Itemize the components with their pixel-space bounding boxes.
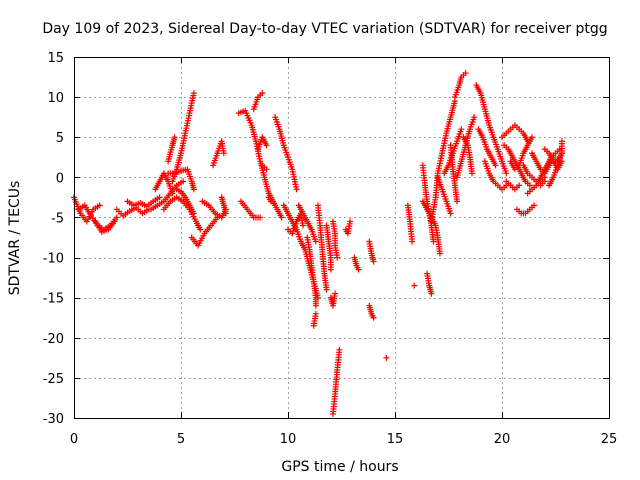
data-point xyxy=(531,202,538,209)
data-point xyxy=(370,314,377,321)
data-point xyxy=(447,210,454,217)
data-point xyxy=(383,354,390,361)
data-point xyxy=(312,310,319,317)
data-point xyxy=(263,142,270,149)
data-point xyxy=(180,178,187,185)
data-point xyxy=(220,150,227,157)
data-point xyxy=(503,170,510,177)
x-tick-label: 15 xyxy=(387,432,404,447)
data-point xyxy=(469,170,476,177)
x-tick-label: 0 xyxy=(70,432,78,447)
data-point xyxy=(171,134,178,141)
data-point xyxy=(528,134,535,141)
data-point xyxy=(267,198,274,205)
data-point xyxy=(526,182,533,189)
data-point xyxy=(96,202,103,209)
x-axis-title: GPS time / hours xyxy=(281,459,398,475)
y-tick-label: -5 xyxy=(51,211,64,226)
data-point xyxy=(113,214,120,221)
y-axis-title: SDTVAR / TECUs xyxy=(7,181,23,296)
y-tick-label: -10 xyxy=(43,252,64,267)
data-point xyxy=(299,222,306,229)
data-point xyxy=(190,90,197,97)
data-point xyxy=(454,198,461,205)
data-point xyxy=(222,210,229,217)
data-point xyxy=(169,190,176,197)
y-tick-label: 15 xyxy=(47,51,64,66)
axis-ticks: 0 5 10 15 20 25 -30 -25 -20 -15 -10 -5 0 5 10 15 xyxy=(43,51,618,447)
data-points xyxy=(71,70,565,417)
data-point xyxy=(409,238,416,245)
data-point xyxy=(462,70,469,77)
data-point xyxy=(197,226,204,233)
data-point xyxy=(355,266,362,273)
data-point xyxy=(259,90,266,97)
y-tick-label: 10 xyxy=(47,91,64,106)
data-point xyxy=(558,138,565,145)
y-tick-label: -15 xyxy=(43,292,64,307)
grid-lines xyxy=(74,57,609,418)
y-tick-label: 5 xyxy=(56,131,64,146)
data-point xyxy=(558,150,565,157)
data-point xyxy=(492,162,499,169)
data-point xyxy=(111,218,118,225)
data-point xyxy=(334,254,341,261)
data-point xyxy=(278,214,285,221)
data-point xyxy=(411,282,418,289)
chart-title: Day 109 of 2023, Sidereal Day-to-day VTE… xyxy=(42,21,607,37)
y-tick-label: -20 xyxy=(43,332,64,347)
data-point xyxy=(471,114,478,121)
data-point xyxy=(336,346,343,353)
data-point xyxy=(347,218,354,225)
data-point xyxy=(428,290,435,297)
data-point xyxy=(436,250,443,257)
data-point xyxy=(312,238,319,245)
data-point xyxy=(190,210,197,217)
y-tick-label: -25 xyxy=(43,372,64,387)
y-tick-label: -30 xyxy=(43,412,64,427)
x-tick-label: 25 xyxy=(601,432,618,447)
plot-frame xyxy=(74,57,610,419)
y-tick-label: 0 xyxy=(56,171,64,186)
data-point xyxy=(332,290,339,297)
data-point xyxy=(263,166,270,173)
data-point xyxy=(190,186,197,193)
data-point xyxy=(458,126,465,133)
data-point xyxy=(312,302,319,309)
data-point xyxy=(370,258,377,265)
data-point xyxy=(327,266,334,273)
data-point xyxy=(156,194,163,201)
data-point xyxy=(323,286,330,293)
x-tick-label: 5 xyxy=(177,432,185,447)
data-point xyxy=(293,186,300,193)
data-point xyxy=(257,214,264,221)
x-tick-label: 10 xyxy=(280,432,297,447)
data-point xyxy=(516,182,523,189)
x-tick-label: 20 xyxy=(494,432,511,447)
